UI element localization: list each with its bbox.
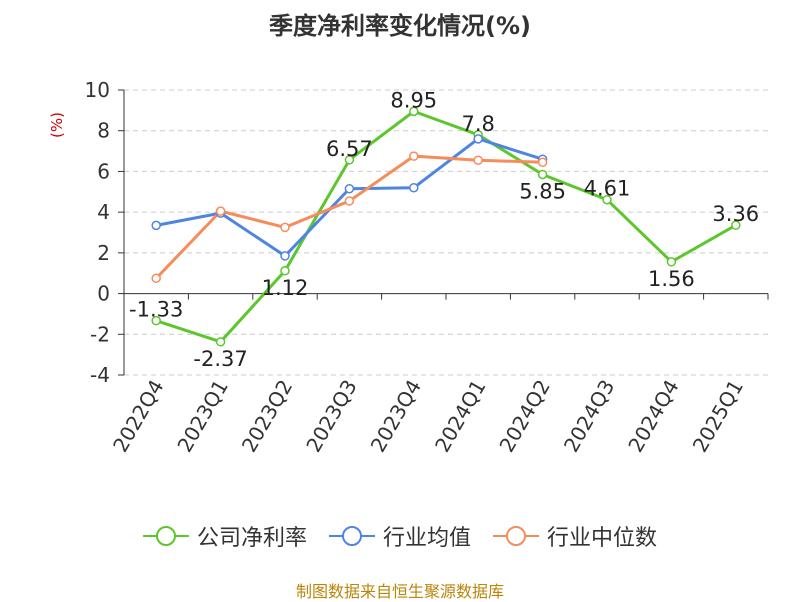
x-tick-label: 2024Q4	[623, 376, 683, 457]
series-point-0	[731, 220, 741, 230]
series-lines	[151, 106, 741, 347]
y-tick-label: 4	[97, 200, 110, 224]
x-tick-label: 2023Q2	[237, 376, 297, 457]
series-point-1	[344, 183, 355, 194]
x-tick-label: 2023Q1	[172, 376, 232, 457]
series-point-0	[602, 194, 612, 205]
series-point-0	[537, 169, 548, 180]
x-tick-label: 2023Q4	[366, 376, 426, 457]
series-line-2	[155, 154, 543, 280]
x-tick-label: 2025Q1	[688, 376, 748, 457]
x-tick-label: 2023Q3	[301, 376, 361, 457]
data-label: 8.95	[390, 88, 437, 112]
legend-label-company: 公司净利率	[196, 526, 307, 551]
chart-title: 季度净利率变化情况(%)	[269, 12, 531, 40]
data-label: -1.33	[129, 298, 183, 322]
series-point-2	[409, 151, 419, 161]
series-point-2	[344, 196, 355, 206]
y-tick-label: 10	[85, 78, 110, 102]
data-label: -2.37	[193, 347, 247, 371]
series-point-2	[280, 222, 290, 233]
series-point-1	[280, 251, 290, 261]
series-point-0	[151, 315, 161, 326]
series-line-0	[155, 109, 737, 344]
y-tick-label: 2	[97, 241, 110, 265]
data-labels: -1.33 -2.37 1.12 6.57 8.95 7.8 5.85 4.61 1.56 3.3…	[129, 88, 759, 370]
legend-item-company[interactable]: 公司净利率	[142, 520, 307, 552]
data-label: 3.36	[712, 202, 759, 226]
series-point-1	[473, 134, 483, 144]
legend-label-industry-mean: 行业均值	[382, 526, 471, 551]
legend-swatch-company	[142, 526, 189, 546]
series-point-1	[151, 220, 161, 231]
series-point-0	[215, 337, 226, 347]
series-point-2	[473, 155, 483, 165]
y-tick-label: 0	[97, 282, 110, 306]
legend-swatch-industry-median	[493, 526, 539, 546]
x-tick-label: 2024Q1	[430, 376, 490, 457]
data-label: 4.61	[584, 177, 631, 201]
x-tick-label: 2024Q2	[494, 376, 554, 457]
y-tick-label: 6	[97, 159, 110, 183]
legend-item-industry-median[interactable]: 行业中位数	[493, 520, 657, 552]
x-tick-label: 2024Q3	[559, 376, 619, 457]
data-label: 1.12	[262, 276, 309, 300]
grid-lines	[124, 89, 768, 376]
legend-item-industry-mean[interactable]: 行业均值	[328, 520, 471, 552]
legend-label-industry-median: 行业中位数	[547, 526, 658, 551]
series-point-0	[409, 106, 419, 117]
x-tick-label: 2022Q4	[108, 376, 168, 457]
legend-swatch-industry-mean	[328, 526, 375, 546]
series-point-0	[280, 266, 290, 276]
data-label: 7.8	[461, 112, 494, 136]
series-point-2	[215, 206, 226, 216]
legend: 公司净利率 行业均值 行业中位数	[0, 520, 800, 552]
y-tick-label: -2	[90, 322, 110, 346]
y-axis-label: (%)	[48, 112, 66, 138]
series-point-0	[666, 257, 677, 267]
series-point-1	[409, 182, 419, 193]
y-tick-label: 8	[97, 119, 110, 143]
series-point-2	[537, 157, 548, 168]
data-source-note: 制图数据来自恒生聚源数据库	[295, 582, 504, 601]
data-label: 5.85	[519, 179, 566, 203]
y-tick-label: -4	[90, 363, 110, 387]
data-label: 6.57	[326, 137, 373, 161]
series-point-0	[344, 155, 355, 165]
data-label: 1.56	[648, 267, 695, 291]
series-point-2	[151, 273, 161, 284]
